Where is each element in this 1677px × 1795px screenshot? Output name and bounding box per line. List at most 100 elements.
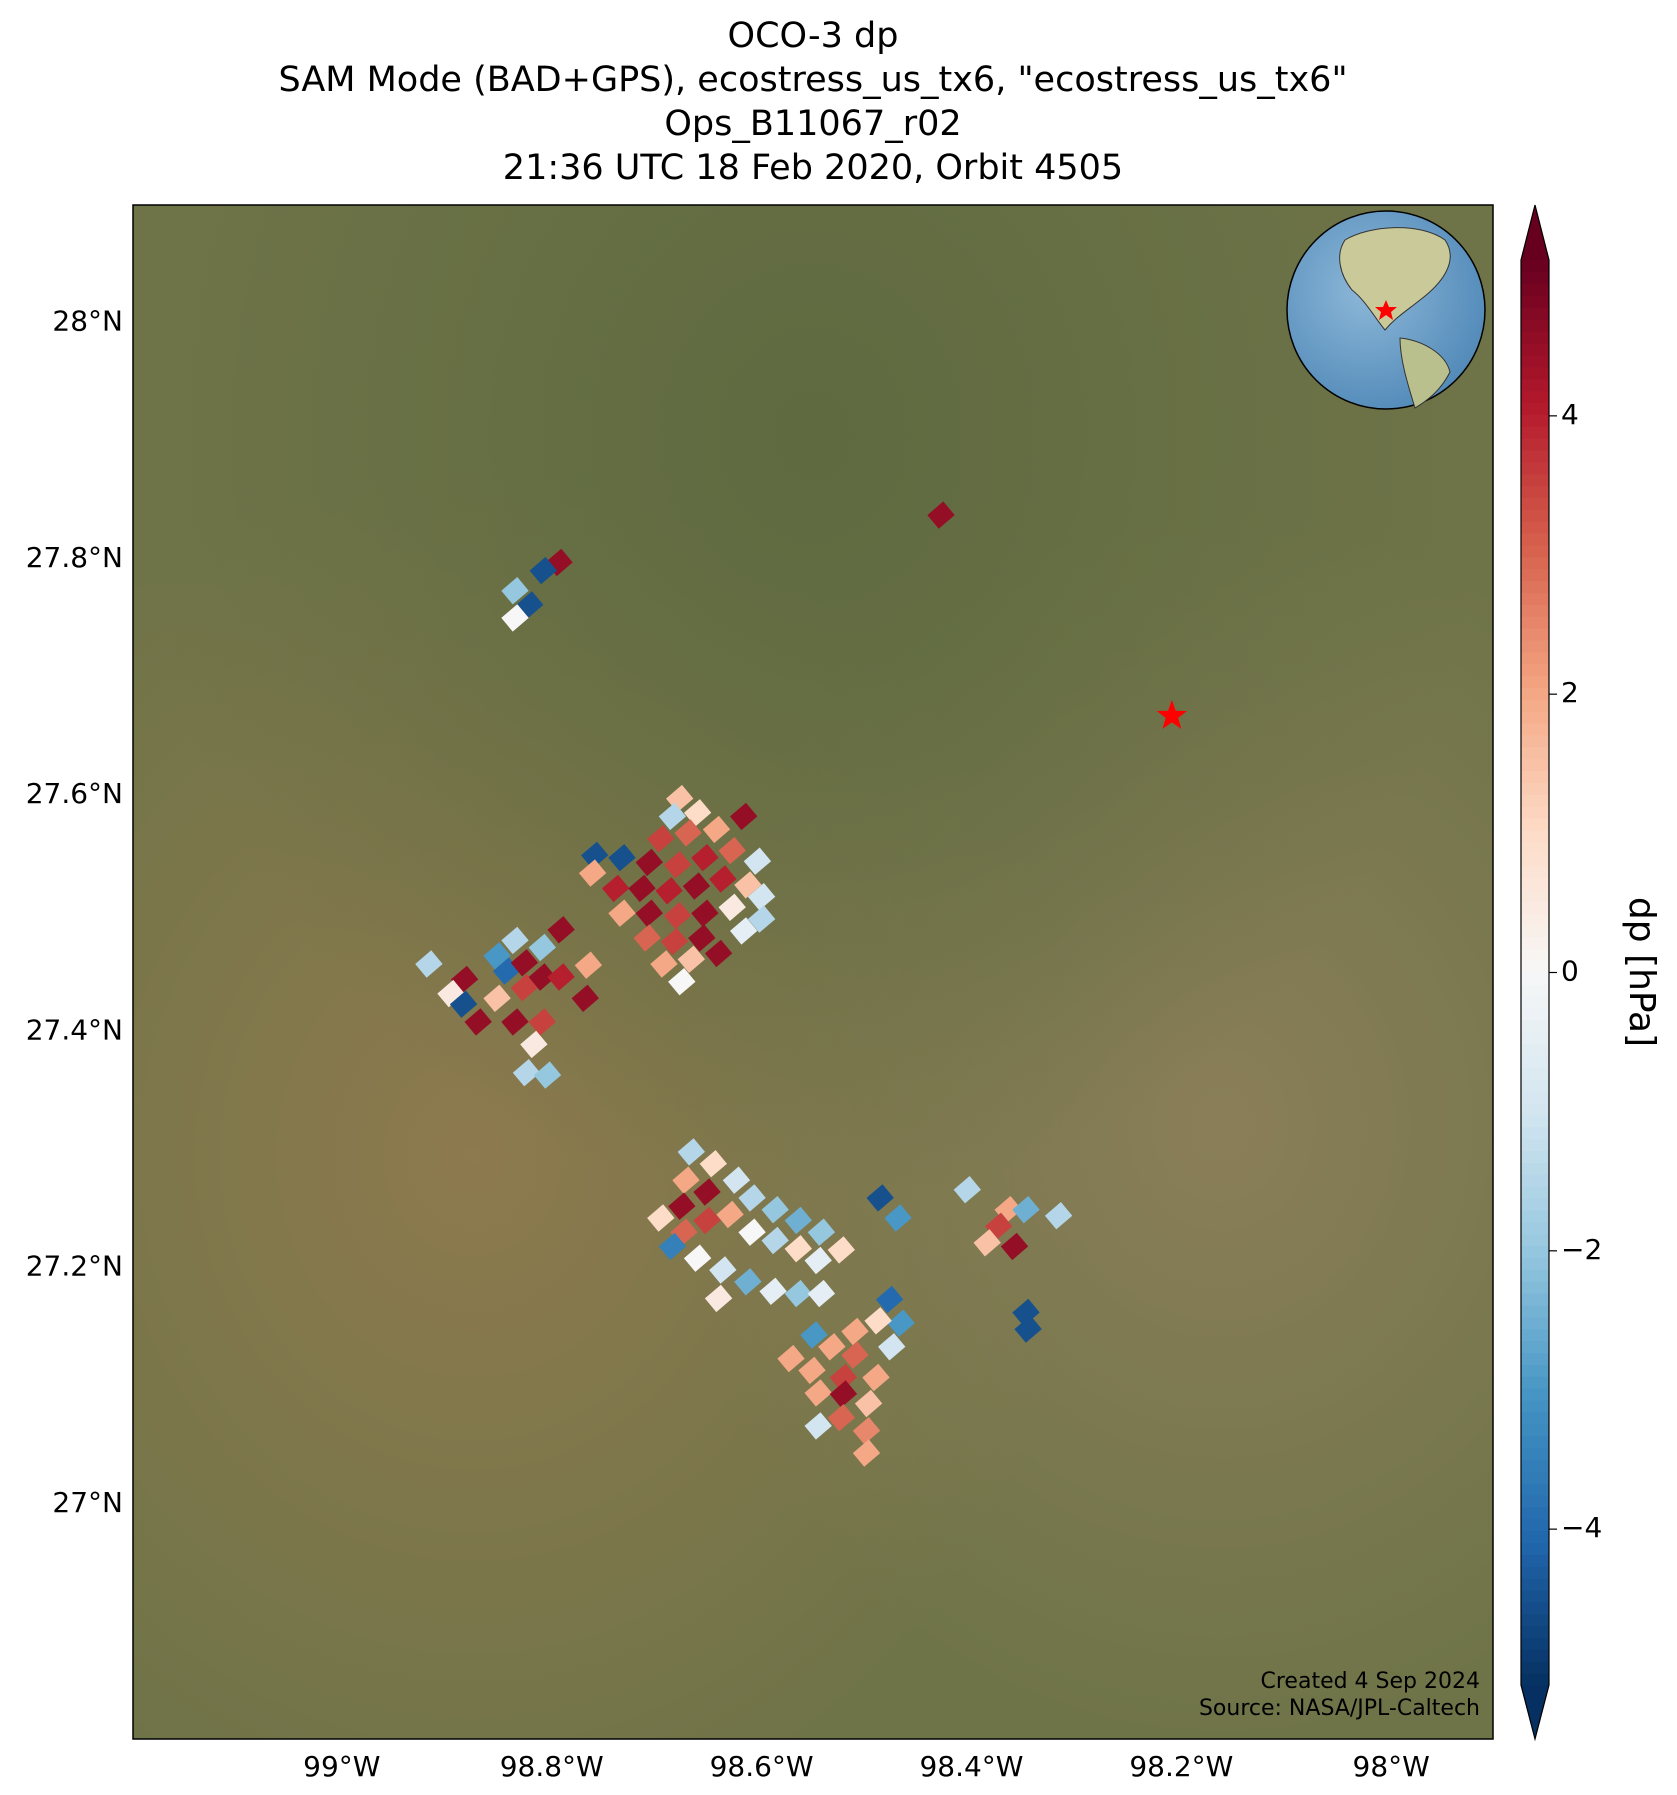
colorbar-segment (1521, 722, 1549, 736)
footprint (852, 1439, 881, 1467)
colorbar-segment (1521, 413, 1549, 427)
footprint (1044, 1202, 1073, 1230)
footprint (887, 1309, 915, 1337)
colorbar-segment (1521, 829, 1549, 843)
footprint (483, 984, 511, 1012)
colorbar-segment (1521, 1233, 1549, 1247)
colorbar-segment (1521, 841, 1549, 855)
globe-site (1375, 300, 1397, 320)
colorbar-segment (1521, 1185, 1549, 1199)
x-tick-label: 98.4°W (919, 1750, 1023, 1783)
footprint (677, 945, 705, 973)
footprint (738, 1184, 766, 1212)
y-tick-label: 27.6°N (26, 777, 123, 810)
colorbar-segment (1521, 758, 1549, 772)
colorbar-segment (1521, 900, 1549, 914)
colorbar-segment (1521, 1458, 1549, 1472)
footprint (691, 899, 719, 927)
colorbar-segment (1521, 318, 1549, 332)
footprint (533, 1061, 562, 1089)
footprint (1014, 1315, 1042, 1343)
colorbar-segment (1521, 734, 1549, 748)
colorbar-segment (1521, 1399, 1549, 1413)
colorbar-segment (1521, 1031, 1549, 1045)
colorbar-segment (1521, 1173, 1549, 1187)
colorbar-segment (1521, 1019, 1549, 1033)
footprint (818, 1333, 846, 1361)
colorbar-segment (1521, 1245, 1549, 1258)
footprint (693, 1206, 721, 1235)
footprint (608, 844, 636, 872)
y-tick-label: 27.2°N (26, 1250, 123, 1283)
colorbar-segment (1521, 1363, 1549, 1377)
footprint (800, 1321, 828, 1349)
colorbar-segment (1521, 793, 1549, 807)
colorbar-segment (1521, 497, 1549, 510)
footprint (699, 1150, 727, 1178)
footprint (658, 1232, 687, 1261)
colorbar-segment (1521, 532, 1549, 546)
footprint (688, 924, 716, 952)
footprint (884, 1204, 912, 1232)
footprint (854, 1389, 883, 1418)
colorbar-segment (1521, 1672, 1549, 1686)
footprint (658, 802, 687, 831)
colorbar-segment (1521, 259, 1549, 273)
footprint (718, 836, 746, 865)
footprint (704, 1284, 733, 1313)
colorbar-segment (1521, 366, 1549, 380)
footprint (528, 1008, 556, 1036)
colorbar-segment (1521, 1494, 1549, 1508)
colorbar-segment (1521, 592, 1549, 605)
colorbar-segment (1521, 1506, 1549, 1520)
footprint (512, 1059, 541, 1087)
footprint (804, 1379, 832, 1407)
x-tick-label: 98.8°W (500, 1750, 604, 1783)
footprint (761, 1196, 789, 1224)
credit: Source: NASA/JPL-Caltech (1199, 1696, 1480, 1721)
footprint (747, 883, 776, 911)
footprint (875, 1285, 904, 1314)
y-tick-label: 27°N (52, 1486, 123, 1519)
colorbar-segment (1521, 675, 1549, 688)
footprint (633, 924, 661, 952)
colorbar-segment (1521, 805, 1549, 819)
footprint (672, 1166, 700, 1194)
colorbar-segment (1521, 425, 1549, 439)
colorbar-segment (1521, 1138, 1549, 1152)
colorbar-segment (1521, 330, 1549, 344)
footprint (663, 901, 692, 930)
colorbar: −4 −2 0 2 4 dp [hPa] (1520, 204, 1662, 1742)
globe-inset (1286, 210, 1486, 410)
credit: Created 4 Sep 2024 (1261, 1669, 1481, 1694)
footprint (784, 1206, 812, 1235)
labels: 99°W 98.8°W 98.6°W 98.4°W 98.2°W 98°W 27°N 27.2… (26, 305, 1480, 1783)
colorbar-segment (1521, 770, 1549, 783)
colorbar-segment (1521, 698, 1549, 712)
colorbar-segment (1521, 1150, 1549, 1163)
y-tick-label: 28°N (52, 305, 123, 338)
footprint (663, 851, 692, 879)
footprint (1012, 1196, 1040, 1224)
footprint (702, 815, 731, 844)
colorbar-segment (1521, 924, 1549, 938)
colorbar-segment (1521, 354, 1549, 368)
colorbar-segment (1521, 1067, 1549, 1080)
footprint (449, 990, 478, 1018)
footprint (804, 1412, 832, 1440)
colorbar-segment (1521, 1304, 1549, 1318)
footprint (829, 1363, 858, 1392)
colorbar-segment (1521, 1530, 1549, 1543)
footprint (1000, 1232, 1029, 1261)
colorbar-segment (1521, 948, 1549, 962)
colorbar-segment (1521, 520, 1549, 534)
colorbar-segment (1521, 378, 1549, 392)
footprint (734, 1268, 762, 1296)
colorbar-segment (1521, 615, 1549, 629)
footprint (528, 933, 556, 962)
footprint (655, 877, 683, 905)
footprint (1012, 1298, 1040, 1327)
colorbar-segment (1521, 1055, 1549, 1068)
footprint (647, 1204, 675, 1232)
